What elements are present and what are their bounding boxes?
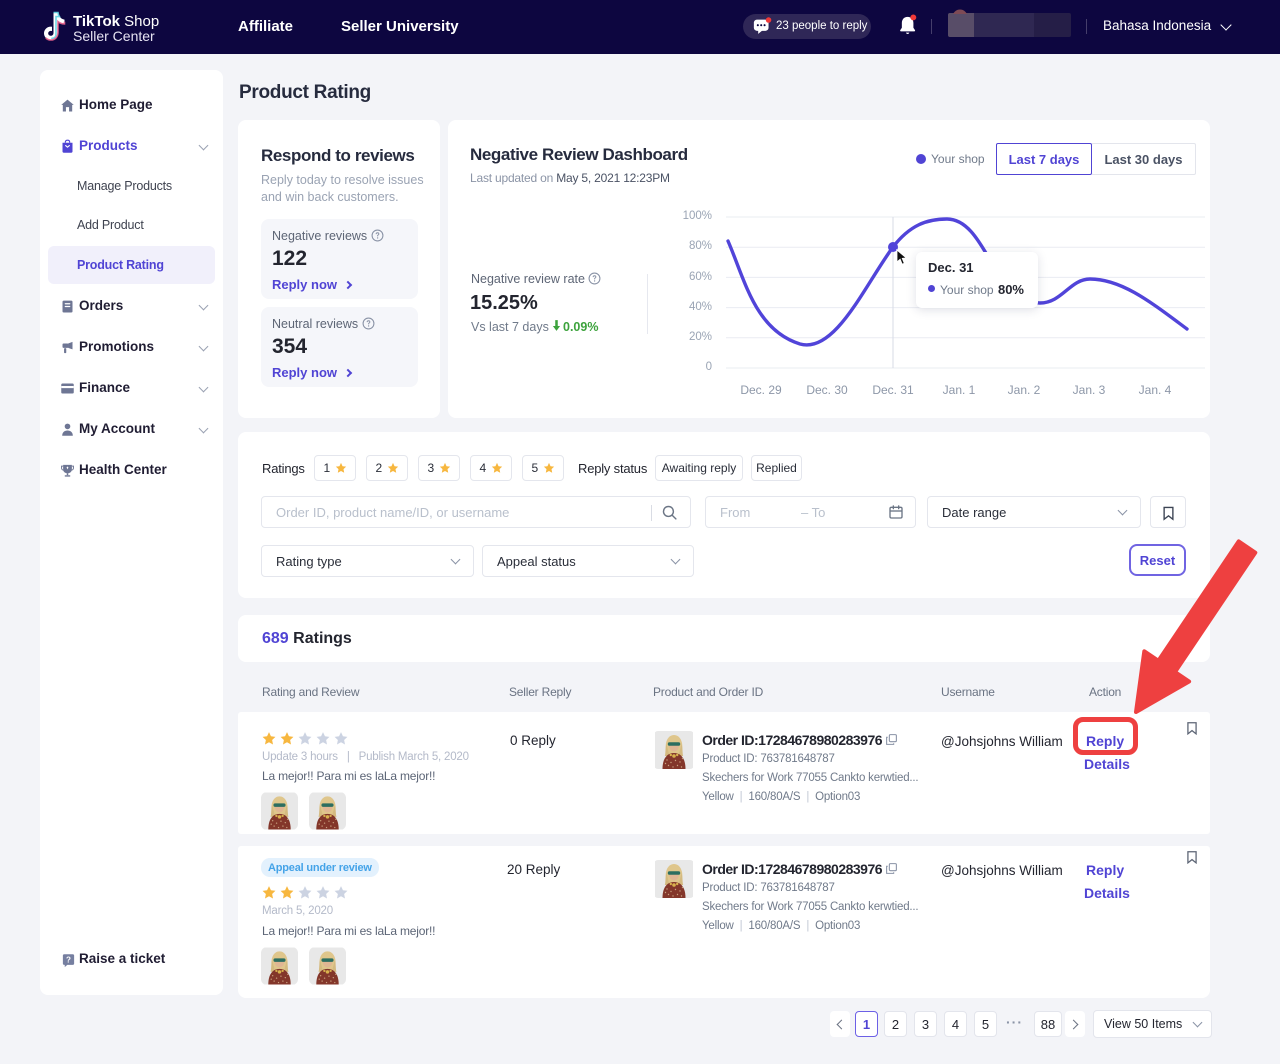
svg-text:?: ? bbox=[66, 955, 71, 964]
